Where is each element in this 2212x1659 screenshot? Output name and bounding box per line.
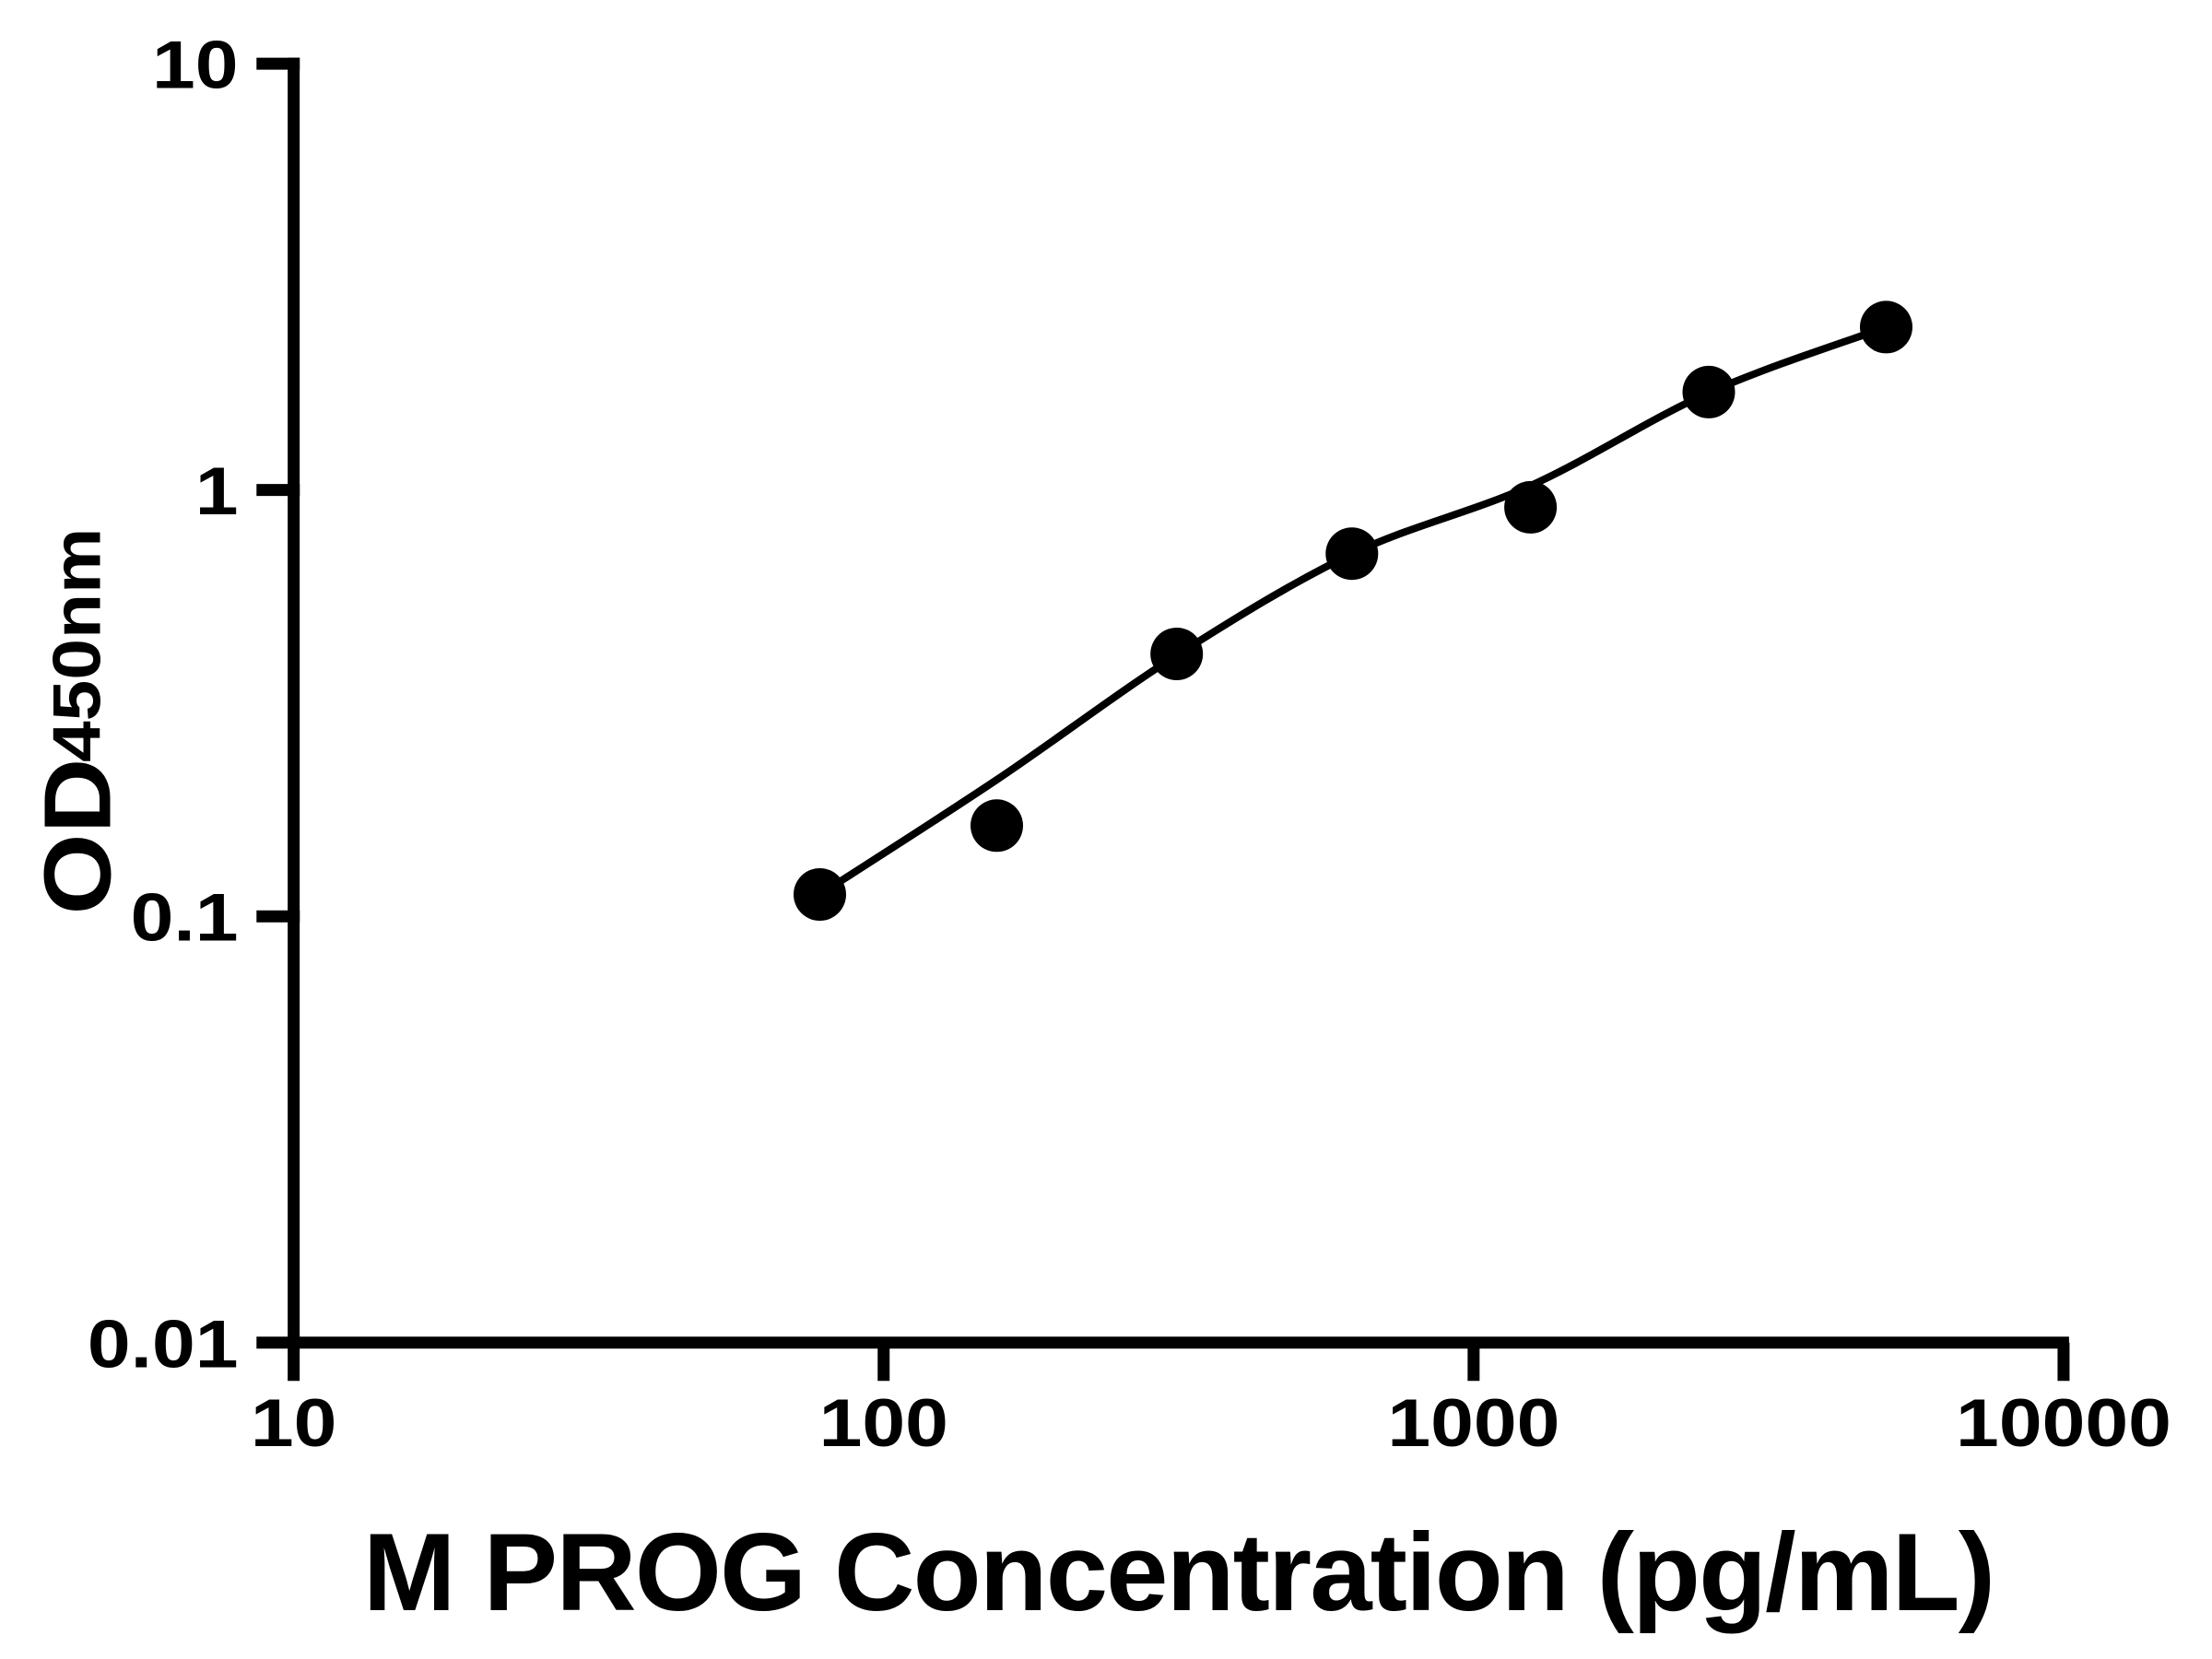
svg-text:0.1: 0.1 [131,880,239,956]
svg-text:10: 10 [251,1385,337,1461]
svg-text:1000: 1000 [1387,1385,1559,1461]
svg-text:OD450nm: OD450nm [24,528,130,915]
svg-text:1: 1 [195,453,239,529]
svg-text:10: 10 [152,28,239,103]
svg-text:10000: 10000 [1956,1385,2171,1461]
svg-text:100: 100 [819,1385,948,1461]
svg-text:M PROG Concentration (pg/mL): M PROG Concentration (pg/mL) [363,1511,1994,1634]
svg-text:0.01: 0.01 [88,1306,239,1382]
